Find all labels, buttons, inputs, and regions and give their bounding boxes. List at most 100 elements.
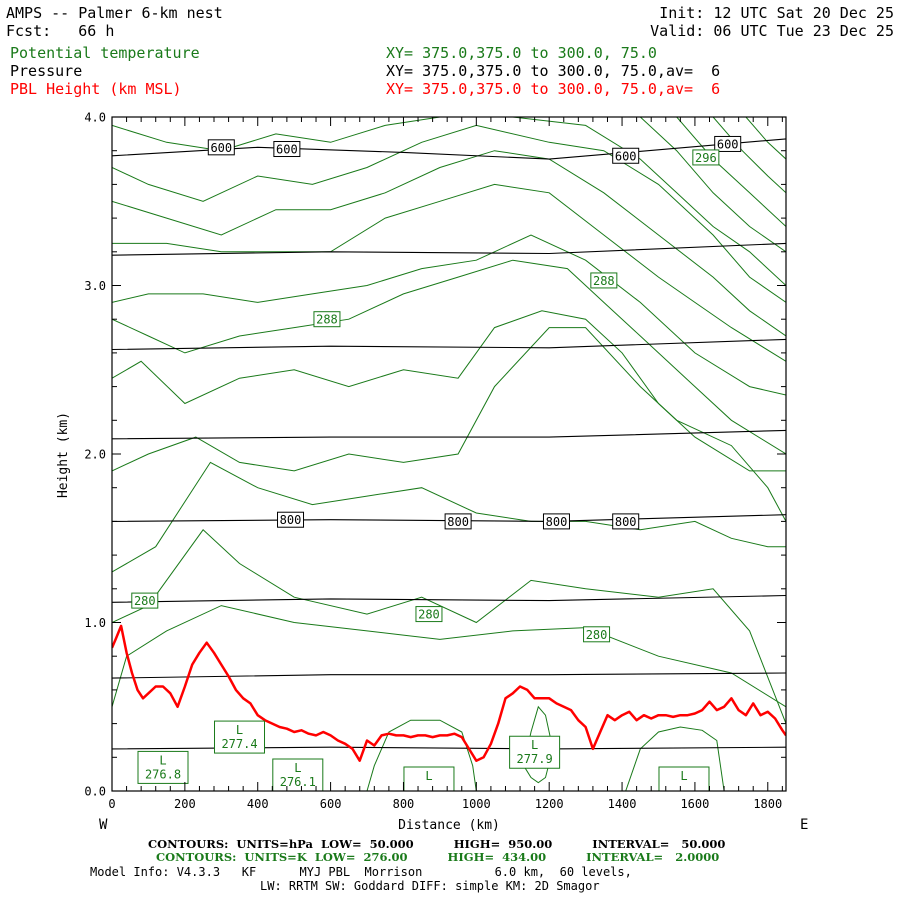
chart-title: AMPS -- Palmer 6-km nest <box>6 4 223 22</box>
theta-contour-line <box>112 234 786 396</box>
field-xy-pbl: XY= 375.0,375.0 to 300.0, 75.0,av= 6 <box>386 80 721 98</box>
theta-label: 280 <box>583 626 611 643</box>
theta-contour-line <box>676 117 786 227</box>
theta-label-text: 288 <box>316 313 338 327</box>
x-tick-label: 1400 <box>608 797 637 811</box>
plot-frame <box>111 116 787 792</box>
theta-contour-line <box>112 327 786 522</box>
footer-physics-info: LW: RRTM SW: Goddard DIFF: simple KM: 2D… <box>260 879 600 893</box>
low-marker-letter: L <box>294 761 301 775</box>
field-xy-pressure: XY= 375.0,375.0 to 300.0, 75.0,av= 6 <box>386 62 721 80</box>
pressure-label-text: 600 <box>717 137 739 151</box>
low-marker-value: 276.8 <box>145 767 181 781</box>
field-name-pressure: Pressure <box>10 62 83 80</box>
init-time: Init: 12 UTC Sat 20 Dec 25 <box>659 4 894 22</box>
field-xy-theta: XY= 375.0,375.0 to 300.0, 75.0 <box>386 44 657 62</box>
east-label: E <box>800 817 808 833</box>
x-axis-label: Distance (km) <box>398 818 500 833</box>
theta-contour-line <box>112 183 786 362</box>
pressure-label-text: 600 <box>210 141 232 155</box>
pressure-label: 800 <box>542 513 570 530</box>
pressure-contours <box>112 138 786 750</box>
theta-label: 280 <box>131 592 159 609</box>
x-tick-label: 800 <box>393 797 415 811</box>
theta-contour-line <box>112 461 786 573</box>
pressure-label: 800 <box>444 513 472 530</box>
pressure-label: 600 <box>273 141 301 158</box>
footer-theta-contours: CONTOURS: UNITS=K LOW= 276.00 HIGH= 434.… <box>156 850 720 864</box>
theta-contour-line <box>745 117 786 160</box>
low-marker-value: 277.9 <box>517 752 553 766</box>
axes: 0 200 400 600 800 1000 1200 1400 1600 1800 0.0 1.0 2… <box>84 111 786 811</box>
pbl-height-series <box>112 624 786 762</box>
low-marker-value: 276.1 <box>280 775 316 789</box>
theta-label: 296 <box>692 149 720 166</box>
theta-contour-line <box>112 124 786 303</box>
low-marker-letter: L <box>531 738 538 752</box>
field-name-pbl: PBL Height (km MSL) <box>10 80 182 98</box>
theta-contour-line <box>112 310 786 472</box>
contour-labels: 600 600 600 600 800 800 800 800 296 288 288 280 280 2… <box>131 135 742 792</box>
y-tick-label: 1.0 <box>84 616 106 630</box>
pressure-label-text: 800 <box>546 515 568 529</box>
theta-contour-line <box>112 150 786 337</box>
low-marker: L <box>658 766 710 792</box>
pressure-contour-line <box>112 338 786 351</box>
x-tick-label: 0 <box>108 797 115 811</box>
x-tick-label: 1800 <box>753 797 782 811</box>
pressure-contour-line <box>112 746 786 750</box>
theta-contour-line <box>712 117 786 194</box>
theta-contour-line <box>112 259 786 455</box>
y-tick-label: 0.0 <box>84 785 106 799</box>
theta-contour-line <box>639 117 786 253</box>
x-tick-label: 1200 <box>535 797 564 811</box>
valid-time: Valid: 06 UTC Tue 23 Dec 25 <box>650 22 894 40</box>
y-tick-label: 4.0 <box>84 111 106 125</box>
y-tick-label: 2.0 <box>84 448 106 462</box>
theta-label: 280 <box>415 606 443 623</box>
pressure-label-text: 600 <box>276 143 298 157</box>
y-tick-label: 3.0 <box>84 279 106 293</box>
theta-contour-line <box>112 605 786 708</box>
pressure-contour-line <box>112 514 786 522</box>
theta-label-text: 280 <box>134 594 156 608</box>
pressure-label-text: 600 <box>615 149 637 163</box>
low-marker: L <box>403 766 455 792</box>
pressure-contour-line <box>112 242 786 256</box>
theta-label-text: 280 <box>418 608 440 622</box>
theta-contours <box>112 117 786 791</box>
theta-contour-line <box>112 529 786 724</box>
theta-label-text: 296 <box>695 151 717 165</box>
forecast-hour: Fcst: 66 h <box>6 22 115 40</box>
theta-closed-contour <box>366 719 477 791</box>
pressure-contour-line <box>112 594 786 603</box>
x-tick-label: 200 <box>174 797 196 811</box>
theta-label-text: 280 <box>586 628 608 642</box>
footer-model-info: Model Info: V4.3.3 KF MYJ PBL Morrison 6… <box>90 865 632 879</box>
pressure-label: 800 <box>612 513 640 530</box>
low-marker-letter: L <box>425 769 432 783</box>
theta-label: 288 <box>313 311 341 328</box>
y-axis-label: Height (km) <box>56 412 71 498</box>
west-label: W <box>99 817 108 833</box>
low-marker-letter: L <box>680 769 687 783</box>
pressure-contour-line <box>112 429 786 440</box>
theta-closed-contour <box>625 726 725 791</box>
low-marker-letter: L <box>159 753 166 767</box>
theta-label: 288 <box>590 272 618 289</box>
x-tick-label: 400 <box>247 797 269 811</box>
pressure-contour-line <box>112 672 786 679</box>
theta-label-text: 288 <box>593 274 615 288</box>
low-marker-letter: L <box>236 723 243 737</box>
pressure-label-text: 800 <box>280 513 302 527</box>
x-tick-label: 1600 <box>680 797 709 811</box>
pressure-label: 800 <box>277 511 305 528</box>
pressure-label: 600 <box>207 139 235 156</box>
x-tick-label: 1000 <box>462 797 491 811</box>
field-name-theta: Potential temperature <box>10 44 200 62</box>
